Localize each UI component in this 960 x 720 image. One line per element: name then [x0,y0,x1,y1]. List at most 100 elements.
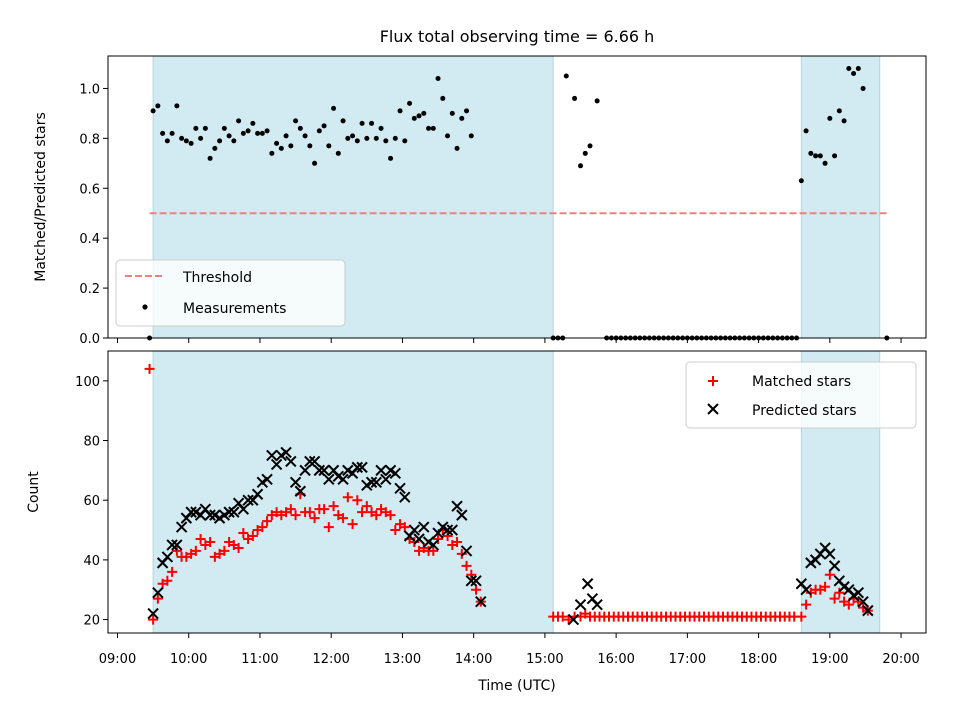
predicted-star-point [251,488,264,500]
matched-star-point [257,522,268,533]
x-tick-label: 17:00 [669,652,706,667]
y-tick-label: 0.2 [79,282,100,297]
predicted-star-point [408,524,421,536]
measurement-point [293,118,299,124]
measurement-point [212,145,218,151]
matched-star-point [409,536,420,547]
predicted-star-point [470,575,482,587]
predicted-star-point [427,539,440,551]
matched-star-point [456,548,467,559]
matched-star-point [342,492,353,503]
measurement-point [169,130,175,136]
predicted-star-point [266,449,278,462]
predicted-star-point [289,476,302,489]
predicted-star-point [399,491,411,503]
predicted-star-point [223,506,235,518]
predicted-star-point [446,524,459,536]
measurement-point [340,118,346,124]
measurement-point [245,128,251,134]
predicted-star-point [857,595,869,608]
predicted-star-point [304,455,316,468]
predicted-star-point [800,584,812,596]
x-tick-label: 19:00 [811,652,848,667]
measurement-point [421,110,427,116]
predicted-star-point [152,587,164,599]
top-y-ticks: 0.0 0.2 0.4 0.6 0.8 1.0 [79,82,108,347]
predicted-star-point [465,575,477,587]
measurement-point [331,105,337,111]
measurement-point [283,133,289,139]
predicted-star-point [824,548,836,560]
measurement-point [369,120,375,126]
predicted-star-point [356,461,368,474]
matched-star-point [461,560,472,571]
y-tick-label: 0.4 [79,232,100,247]
matched-star-point [195,534,206,544]
matched-star-point [328,501,339,512]
measurement-point [231,138,237,144]
matched-star-point [205,536,216,547]
matched-star-point [820,581,831,592]
measurement-point [250,120,256,126]
matched-star-point [319,504,330,515]
predicted-star-point [475,595,487,608]
predicted-star-point [294,485,307,497]
matched-legend-label: Matched stars [752,374,851,390]
predicted-star-point [441,524,454,536]
predicted-star-point [460,545,473,557]
measurement-point [468,133,474,139]
predicted-star-point [394,482,406,494]
measurement-point [808,150,814,156]
measurement-point [563,73,569,79]
predicted-star-point [413,533,425,545]
measurement-point [312,160,318,166]
measurement-point [836,108,842,114]
measurement-point [150,108,156,114]
measurement-point [288,143,294,149]
y-tick-label: 20 [83,614,100,629]
predicted-star-point [242,494,254,506]
measurement-point [594,98,600,104]
bottom-x-ticks: 09:00 10:00 11:00 12:00 13:00 14:00 15:00 16:00… [99,633,920,667]
measurement-point [217,138,223,144]
measurement-point [449,110,455,116]
y-tick-label: 100 [75,375,100,390]
measurement-point [464,108,470,114]
measurement-point [274,140,280,146]
predicted-star-point [147,607,159,620]
predicted-star-point [337,473,349,486]
matched-star-point [796,611,807,622]
predicted-star-point [161,551,174,563]
measurement-point [813,153,819,159]
predicted-star-point [237,503,250,515]
matched-star-point [352,495,363,506]
x-tick-label: 10:00 [170,652,207,667]
measurement-point [851,70,857,76]
matched-star-point [390,525,401,536]
measurement-point [388,155,394,161]
matched-star-point [853,596,864,607]
measurement-point [207,155,213,161]
measurement-point [164,138,170,144]
measurement-point [269,150,275,156]
measurement-point [383,138,389,144]
matched-star-point [162,575,173,586]
measurement-point [822,160,828,166]
x-tick-label: 20:00 [882,652,919,667]
predicted-star-point [574,598,587,611]
matched-star-point [452,536,463,547]
predicted-star-point [171,539,183,551]
measurement-point [179,135,185,141]
predicted-star-point [270,458,283,471]
measurement-point [407,100,413,106]
matched-star-point [371,510,382,521]
matched-star-point [433,534,444,544]
top-y-axis-label: Matched/Predicted stars [33,112,49,282]
matched-star-point [829,593,840,604]
measurement-point [202,125,208,131]
x-tick-label: 11:00 [241,652,278,667]
y-tick-label: 0.6 [79,182,100,197]
predicted-star-point [389,467,402,480]
predicted-star-point [581,578,594,590]
matched-star-point [152,593,163,604]
